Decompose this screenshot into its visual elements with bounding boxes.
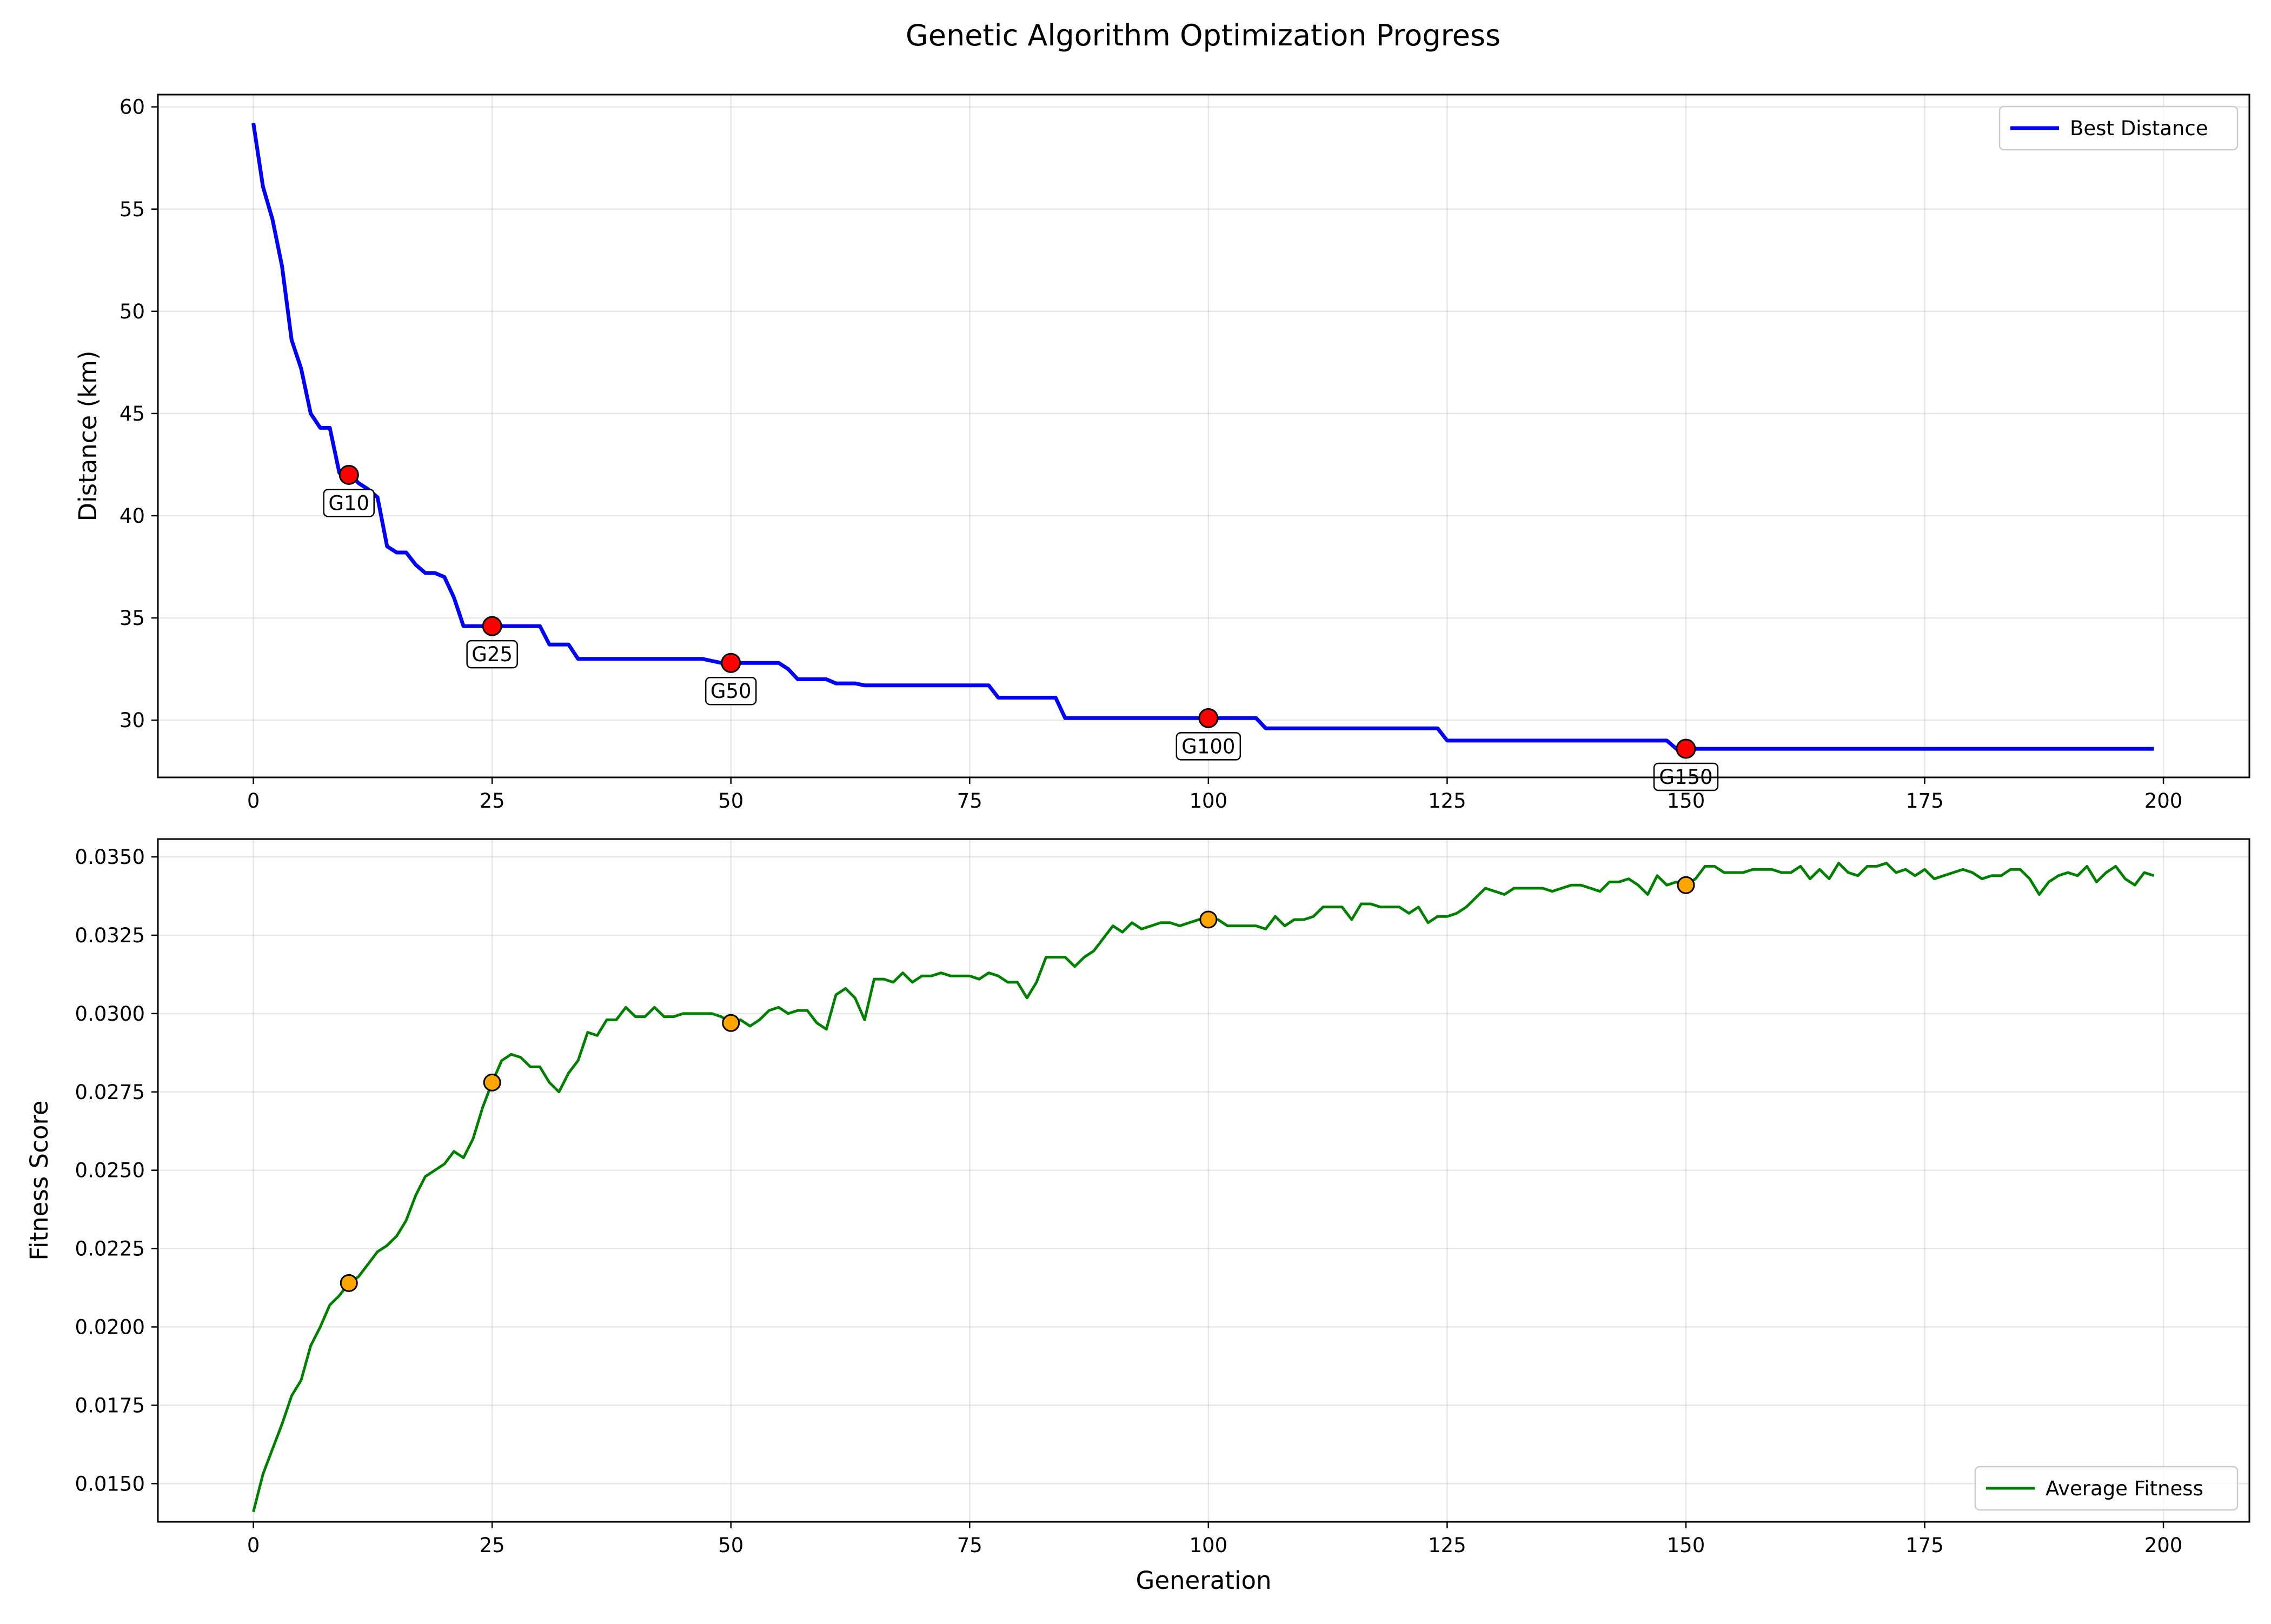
x-tick-label: 175 <box>1905 789 1944 813</box>
y-tick-label: 40 <box>119 504 145 528</box>
y-tick-label: 0.0200 <box>75 1315 145 1339</box>
x-tick-label: 200 <box>2144 789 2183 813</box>
x-tick-label: 150 <box>1667 789 1705 813</box>
x-tick-label: 0 <box>247 789 260 813</box>
ticks: 0 25 50 75 100 125 150 175 200 0.0150 0.0175 0.0200… <box>75 846 2183 1557</box>
milestone-marker <box>721 653 741 673</box>
x-tick-label: 50 <box>718 1534 743 1557</box>
x-tick-label: 150 <box>1667 1534 1705 1557</box>
x-tick-label: 125 <box>1428 789 1466 813</box>
legend-label: Best Distance <box>2070 117 2208 140</box>
milestone-label-box <box>323 489 375 517</box>
y-tick-label: 0.0300 <box>75 1002 145 1026</box>
panel-1: 0 25 50 75 100 125 150 175 200 30 35 40 45 50 55 60 G10 G… <box>74 94 2250 813</box>
milestone-marker <box>340 1274 358 1292</box>
milestone-label-box <box>1176 732 1241 761</box>
milestone-markers <box>340 876 1695 1292</box>
milestone-marker <box>722 1014 740 1032</box>
y-axis-label: Distance (km) <box>74 350 102 521</box>
panel-2: 0 25 50 75 100 125 150 175 200 0.0150 0.0175 0.0200… <box>25 838 2250 1595</box>
milestone-marker <box>483 1073 501 1091</box>
legend-box <box>1998 105 2239 151</box>
y-tick-label: 30 <box>119 709 145 732</box>
x-tick-label: 50 <box>718 789 743 813</box>
y-tick-label: 0.0225 <box>75 1237 145 1261</box>
milestone-marker <box>338 464 359 485</box>
legend: Best Distance <box>1998 105 2239 151</box>
y-tick-label: 0.0250 <box>75 1159 145 1182</box>
x-tick-label: 75 <box>957 789 982 813</box>
milestone-label: G10 <box>328 491 369 515</box>
ticks: 0 25 50 75 100 125 150 175 200 30 35 40 45 50 55 60 <box>119 96 2182 813</box>
milestone-label-box <box>705 676 757 705</box>
y-axis-label: Fitness Score <box>25 1100 54 1260</box>
series-line-best-distance <box>251 123 2154 751</box>
milestone-marker <box>1677 876 1695 894</box>
legend-label: Average Fitness <box>2046 1477 2203 1500</box>
panels: 0 25 50 75 100 125 150 175 200 30 35 40 45 50 55 60 G10 G… <box>25 94 2250 1595</box>
x-tick-label: 100 <box>1190 1534 1228 1557</box>
y-tick-label: 0.0175 <box>75 1394 145 1417</box>
y-tick-label: 0.0275 <box>75 1081 145 1104</box>
y-tick-label: 50 <box>119 300 145 323</box>
y-tick-label: 0.0350 <box>75 846 145 869</box>
y-tick-label: 35 <box>119 607 145 630</box>
y-tick-label: 0.0150 <box>75 1472 145 1495</box>
milestone-label: G25 <box>472 643 513 666</box>
legend-box <box>1974 1466 2239 1511</box>
grid <box>158 839 2249 1522</box>
milestone-label: G50 <box>710 680 752 703</box>
x-tick-label: 25 <box>480 1534 505 1557</box>
milestone-label: G100 <box>1181 735 1235 758</box>
y-tick-label: 60 <box>119 96 145 119</box>
x-tick-label: 200 <box>2144 1534 2183 1557</box>
milestone-marker <box>1199 910 1218 929</box>
milestone-marker <box>1676 738 1696 759</box>
milestone-label-box <box>466 640 518 669</box>
x-tick-label: 0 <box>247 1534 260 1557</box>
x-tick-label: 125 <box>1428 1534 1466 1557</box>
x-tick-label: 100 <box>1190 789 1228 813</box>
x-tick-label: 25 <box>480 789 505 813</box>
chart-title: Genetic Algorithm Optimization Progress <box>906 18 1500 52</box>
y-tick-label: 45 <box>119 402 145 425</box>
milestone-marker <box>1198 708 1219 728</box>
x-tick-label: 175 <box>1905 1534 1944 1557</box>
milestone-marker <box>482 616 502 636</box>
legend: Average Fitness <box>1974 1466 2239 1511</box>
y-tick-label: 55 <box>119 198 145 221</box>
x-tick-label: 75 <box>957 1534 982 1557</box>
axes-frame <box>157 94 2250 778</box>
x-axis-label: Generation <box>1136 1566 1271 1595</box>
y-tick-label: 0.0325 <box>75 924 145 947</box>
axes-frame <box>157 838 2250 1523</box>
